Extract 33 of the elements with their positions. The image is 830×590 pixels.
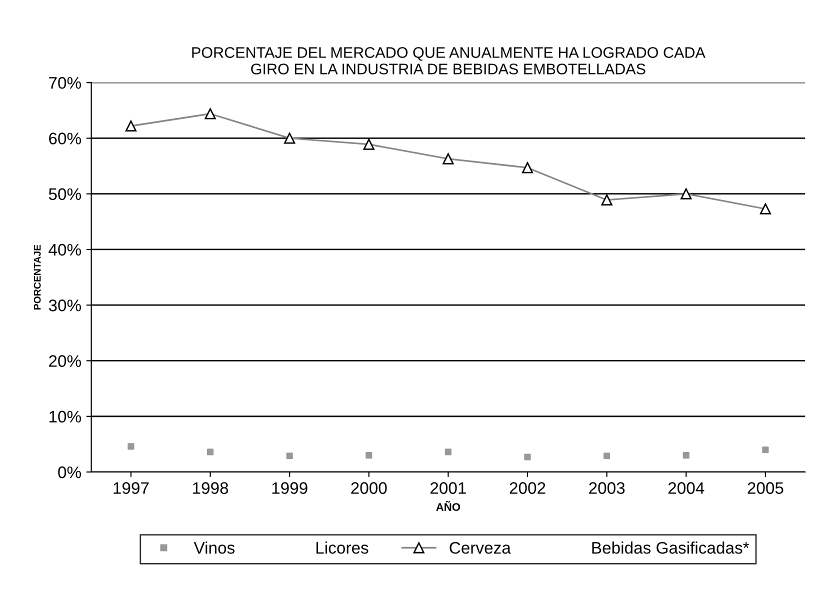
x-tick-label: 1998 (193, 482, 228, 494)
x-tick-label: 2003 (589, 482, 625, 494)
text: Bebidas Gasificadas* (592, 542, 750, 554)
text: Licores (316, 542, 368, 554)
x-tick-label: 1999 (272, 482, 308, 494)
y-tick-label: 0% (58, 466, 81, 478)
point (444, 448, 452, 456)
x-axis-title: AÑO (436, 500, 460, 511)
point (604, 452, 610, 460)
y-tick-label: 10% (49, 410, 81, 423)
point (286, 452, 293, 460)
x-tick-label: 2001 (430, 482, 466, 494)
point (206, 448, 214, 456)
chart-title: PORCENTAJE DEL MERCADO QUE ANUALMENTE HA LOGRADO CADA GIRO EN LA INDUSTRIA DE BEBIDAS EMBOTELLADAS (192, 47, 706, 74)
point (762, 446, 769, 454)
legend-label: Vinos (194, 542, 235, 554)
x-tick-label: 2002 (510, 482, 546, 494)
y-tick-label: 60% (49, 132, 81, 144)
x-tick-label: 2005 (748, 482, 784, 494)
point (682, 452, 690, 459)
point (128, 443, 134, 450)
y-axis-title: PORCENTAJE (34, 244, 41, 310)
point (366, 452, 372, 459)
y-tick-label: 50% (48, 188, 81, 200)
y-tick-label: 70% (49, 77, 81, 89)
x-tick-label: 2004 (668, 482, 704, 494)
x-tick-label: 1997 (114, 482, 149, 494)
y-tick-label: 30% (48, 300, 81, 312)
legend-label: Cerveza (450, 542, 511, 554)
point (524, 454, 531, 460)
x-tick-label: 2000 (351, 482, 387, 494)
y-tick-label: 40% (48, 244, 81, 256)
y-tick-label: 20% (49, 355, 81, 367)
